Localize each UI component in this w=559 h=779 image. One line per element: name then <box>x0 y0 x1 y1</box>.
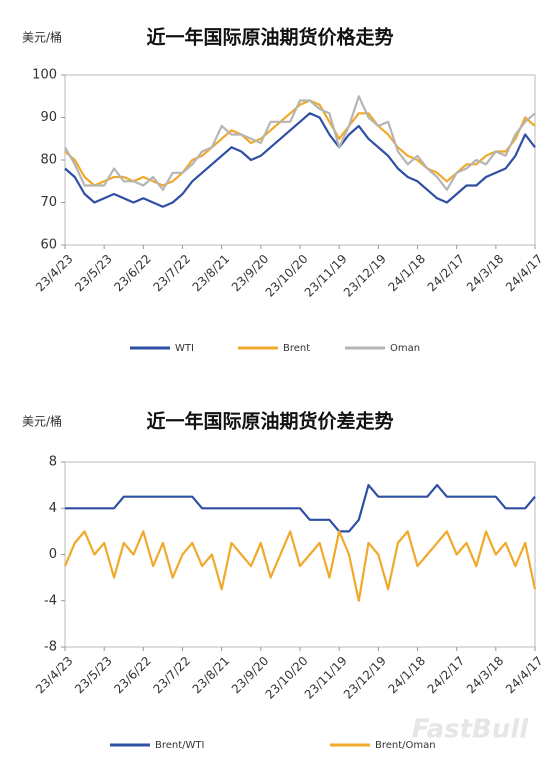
x-tick-label: 24/1/18 <box>385 252 428 295</box>
legend-label: WTI <box>175 343 194 354</box>
y-tick-label: 4 <box>49 501 57 516</box>
x-tick-label: 23/4/23 <box>33 654 76 697</box>
series-line <box>64 112 536 208</box>
x-tick-label: 23/7/22 <box>150 654 193 697</box>
x-tick-label: 24/1/18 <box>385 654 428 697</box>
y-tick-label: -4 <box>44 593 57 608</box>
series-line <box>64 95 536 191</box>
x-tick-label: 23/6/22 <box>111 252 154 295</box>
legend-label: Brent/Oman <box>375 740 436 751</box>
x-tick-label: 23/12/19 <box>341 252 389 300</box>
y-tick-label: 80 <box>40 153 57 168</box>
x-tick-label: 23/4/23 <box>33 252 76 295</box>
y-axis-label: 美元/桶 <box>22 414 62 429</box>
y-axis-label: 美元/桶 <box>22 30 62 45</box>
chart-title: 近一年国际原油期货价格走势 <box>146 26 393 49</box>
series-line <box>65 484 536 533</box>
x-tick-label: 23/7/22 <box>150 252 193 295</box>
x-tick-label: 23/8/21 <box>190 252 233 295</box>
y-tick-label: 70 <box>40 195 57 210</box>
y-tick-label: 100 <box>32 68 57 83</box>
legend-label: Oman <box>390 343 420 354</box>
x-tick-label: 24/2/17 <box>425 252 468 295</box>
legend-label: Brent <box>283 343 310 354</box>
legend-label: Brent/WTI <box>155 740 204 751</box>
x-tick-label: 24/3/18 <box>464 654 507 697</box>
x-tick-label: 24/2/17 <box>425 654 468 697</box>
chart-title: 近一年国际原油期货价差走势 <box>146 410 393 433</box>
x-tick-label: 23/6/22 <box>111 654 154 697</box>
watermark: FastBull <box>412 715 529 745</box>
y-tick-label: 8 <box>49 455 57 470</box>
x-tick-label: 24/3/18 <box>464 252 507 295</box>
y-tick-label: 60 <box>40 238 57 253</box>
x-tick-label: 24/4/17 <box>503 654 546 697</box>
y-tick-label: 90 <box>40 110 57 125</box>
series-line <box>63 530 537 602</box>
x-tick-label: 23/8/21 <box>190 654 233 697</box>
x-tick-label: 23/5/23 <box>72 252 115 295</box>
x-tick-label: 23/5/23 <box>72 654 115 697</box>
y-tick-label: 0 <box>49 547 57 562</box>
plot-frame <box>64 461 536 648</box>
series-line <box>64 99 536 187</box>
x-tick-label: 24/4/17 <box>503 252 546 295</box>
x-tick-label: 23/12/19 <box>341 654 389 702</box>
y-tick-label: -8 <box>44 640 57 655</box>
